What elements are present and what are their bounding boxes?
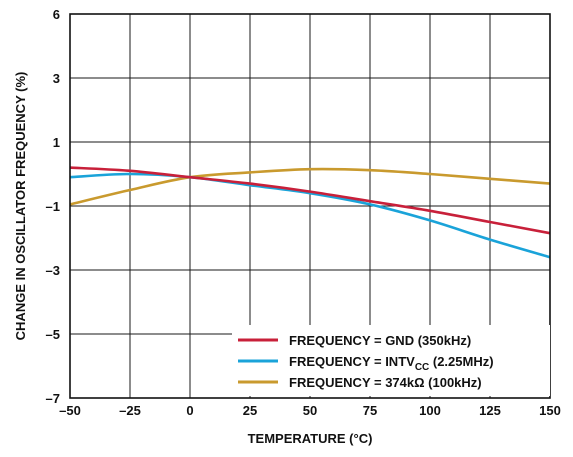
- legend-label-main: FREQUENCY = 374kΩ (100kHz): [289, 375, 482, 390]
- x-tick-label: 75: [363, 403, 377, 418]
- legend-label: FREQUENCY = 374kΩ (100kHz): [289, 375, 482, 390]
- legend-label-main: FREQUENCY = GND (350kHz): [289, 333, 471, 348]
- x-tick-label: –25: [119, 403, 141, 418]
- x-tick-label: 0: [186, 403, 193, 418]
- series-layer: [69, 166, 551, 259]
- x-tick-label: 25: [243, 403, 257, 418]
- y-tick-label: 3: [53, 71, 60, 86]
- y-tick-label: 1: [53, 135, 60, 150]
- legend-label-subscript: CC: [415, 362, 429, 373]
- y-tick-label: 6: [53, 7, 60, 22]
- legend-label-main: FREQUENCY = INTV: [289, 354, 415, 369]
- x-axis-title: TEMPERATURE (°C): [248, 431, 373, 446]
- legend-label-tail: (2.25MHz): [429, 354, 493, 369]
- x-tick-label: –50: [59, 403, 81, 418]
- y-tick-label: –7: [46, 391, 60, 406]
- series-line: [69, 166, 551, 235]
- x-tick-label: 125: [479, 403, 501, 418]
- y-tick-label: –1: [46, 199, 60, 214]
- series-line: [69, 172, 551, 259]
- legend-label: FREQUENCY = INTVCC (2.25MHz): [289, 354, 494, 373]
- x-tick-label: 150: [539, 403, 561, 418]
- x-tick-label: 100: [419, 403, 441, 418]
- series-line: [69, 167, 551, 206]
- legend-label: FREQUENCY = GND (350kHz): [289, 333, 471, 348]
- y-axis-title: CHANGE IN OSCILLATOR FREQUENCY (%): [13, 72, 28, 341]
- x-tick-labels: –50 –25 0 25 50 75 100 125 150: [59, 403, 561, 418]
- legend: FREQUENCY = GND (350kHz) FREQUENCY = INTV…: [232, 325, 550, 396]
- x-tick-label: 50: [303, 403, 317, 418]
- plot-frame: [69, 13, 551, 399]
- y-tick-label: –5: [46, 327, 60, 342]
- y-tick-labels: –7 –5 –3 –1 1 3 6: [46, 7, 60, 406]
- y-tick-label: –3: [46, 263, 60, 278]
- legend-box: [232, 325, 550, 396]
